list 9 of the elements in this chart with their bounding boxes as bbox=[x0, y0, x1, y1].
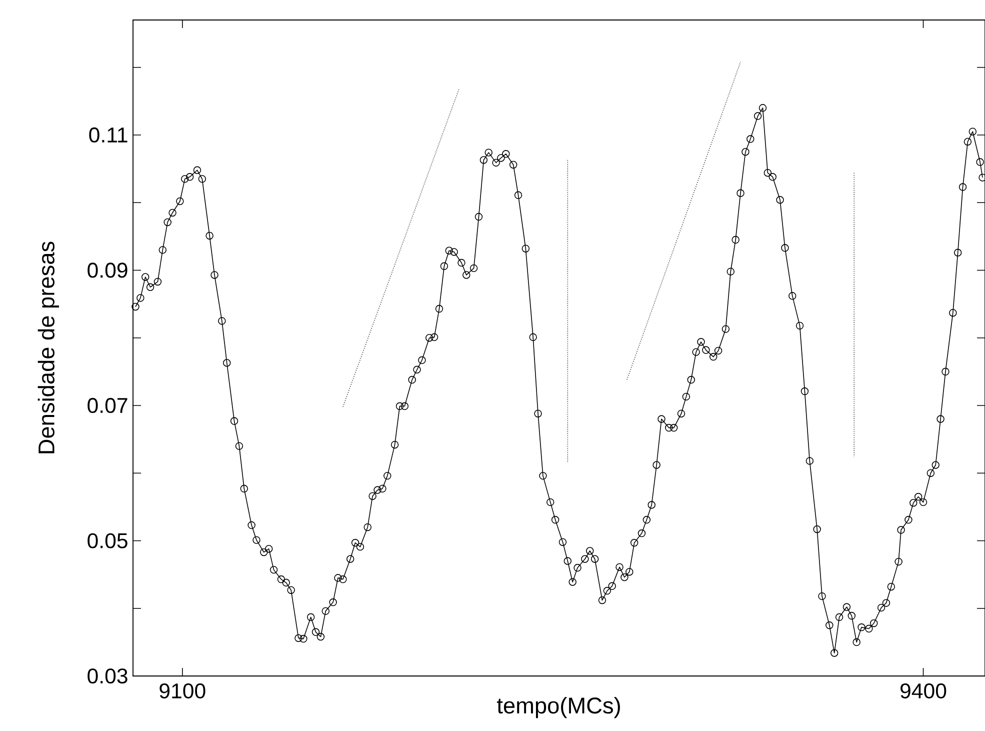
y-axis-title: Densidade de presas bbox=[38, 242, 59, 454]
y-tick-label: 0.07 bbox=[88, 398, 128, 414]
y-tick-label: 0.09 bbox=[88, 262, 128, 278]
x-axis-title: tempo(MCs) bbox=[497, 696, 620, 718]
y-tick-label: 0.05 bbox=[88, 533, 128, 548]
x-tick-label: 9400 bbox=[900, 683, 946, 698]
y-tick-label: 0.11 bbox=[89, 127, 128, 143]
x-tick-label: 9100 bbox=[160, 683, 206, 698]
y-tick-label: 0.03 bbox=[88, 668, 128, 684]
